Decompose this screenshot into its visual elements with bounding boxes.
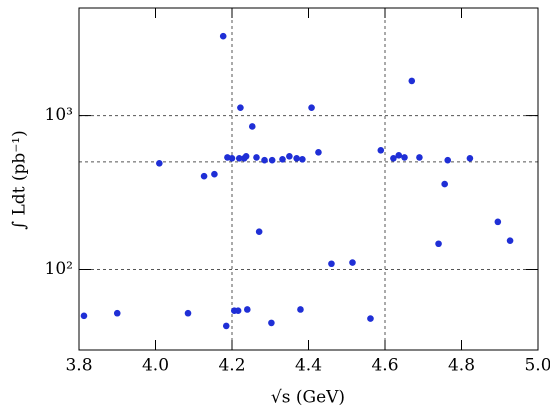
point xyxy=(219,32,227,40)
point xyxy=(395,152,403,159)
point xyxy=(315,149,322,156)
point xyxy=(416,154,423,161)
point xyxy=(228,154,236,162)
point xyxy=(235,154,243,162)
point xyxy=(328,260,335,268)
x-tick-label: 4.2 xyxy=(218,356,245,376)
x-tick-label: 4.8 xyxy=(448,356,475,376)
point xyxy=(234,307,242,315)
point xyxy=(466,154,474,162)
point xyxy=(390,154,397,162)
point xyxy=(377,146,385,154)
point xyxy=(293,154,300,162)
point xyxy=(268,319,275,327)
x-axis-label: √s (GeV) xyxy=(271,388,345,408)
point xyxy=(222,322,230,330)
x-tick-label: 3.8 xyxy=(65,356,92,376)
point xyxy=(408,77,416,85)
y-tick-label: 10² xyxy=(45,259,73,279)
point xyxy=(261,156,268,164)
x-tick-label: 4.4 xyxy=(295,356,322,376)
point xyxy=(237,104,244,111)
point xyxy=(255,228,263,236)
point xyxy=(80,312,88,320)
point xyxy=(367,315,374,322)
point xyxy=(308,104,315,111)
y-tick-label: 10³ xyxy=(45,105,73,125)
point xyxy=(253,154,260,161)
point xyxy=(297,306,304,313)
point xyxy=(268,156,276,164)
point xyxy=(494,218,502,226)
point xyxy=(244,306,251,313)
point xyxy=(248,123,256,130)
point xyxy=(444,156,452,164)
point xyxy=(506,237,514,244)
point xyxy=(435,240,442,248)
point xyxy=(441,180,448,188)
y-axis-label: ∫ Ldt (pb⁻¹) xyxy=(10,130,30,230)
x-tick-label: 4.0 xyxy=(142,356,169,376)
point xyxy=(349,259,356,266)
point xyxy=(211,170,218,178)
point xyxy=(242,152,250,160)
x-tick-label: 4.6 xyxy=(371,356,398,376)
point xyxy=(286,152,293,160)
point xyxy=(156,159,163,167)
x-tick-label: 5.0 xyxy=(524,356,550,376)
point xyxy=(184,309,192,317)
point xyxy=(113,309,121,317)
point xyxy=(299,156,306,163)
point xyxy=(279,156,286,163)
point xyxy=(401,154,408,161)
plot-frame xyxy=(78,7,539,351)
point xyxy=(200,172,208,180)
